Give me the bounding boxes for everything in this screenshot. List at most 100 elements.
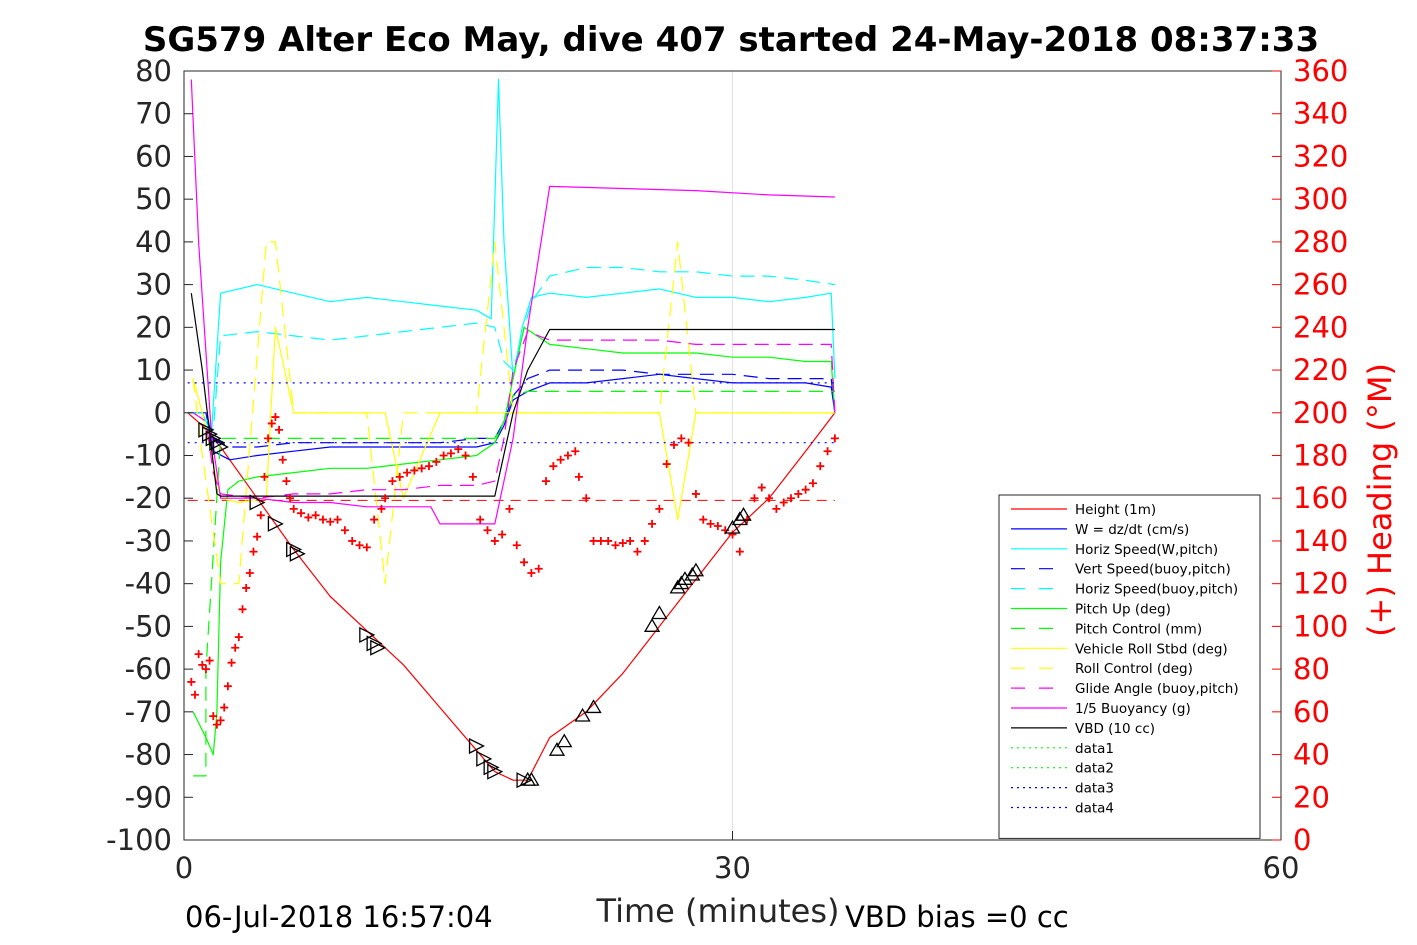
track-marker [556,733,573,748]
right-axis: 3603403203002802602402202001801601401201… [1272,54,1348,857]
heading-point [318,515,327,524]
heading-point [212,720,221,729]
track-marker [585,699,602,714]
track-marker [651,605,668,620]
heading-point [699,515,708,524]
heading-point [454,445,463,454]
left-tick-label: -90 [125,780,172,814]
left-tick-label: -70 [125,695,172,729]
heading-point [275,425,284,434]
heading-point [772,504,781,513]
track-marker [548,742,566,756]
heading-point [253,532,262,541]
track-marker [468,737,485,755]
heading-point [574,472,583,481]
track-marker [676,571,694,585]
track-marker [731,511,748,526]
heading-point [549,462,558,471]
heading-point [271,413,280,422]
legend-label: Horiz Speed(W,pitch) [1075,542,1218,558]
legend-label: Vert Speed(buoy,pitch) [1075,562,1231,578]
right-tick-label: 40 [1293,738,1330,772]
right-tick-label: 80 [1293,652,1330,686]
heading-point [377,504,386,513]
heading-point [618,539,627,548]
heading-point [542,477,551,486]
left-tick-label: -40 [125,567,172,601]
track-marker [212,438,230,456]
right-tick-label: 260 [1293,268,1348,302]
track-marker [724,519,741,534]
legend-label: W = dz/dt (cm/s) [1075,522,1189,538]
series-line-3 [187,78,836,435]
series-line-2 [187,373,836,461]
track-marker [669,579,686,594]
right-tick-label: 180 [1293,439,1348,473]
heading-point [362,543,371,552]
heading-point [823,447,832,456]
series-line-7 [193,390,835,777]
legend-label: data2 [1075,761,1114,777]
heading-point [520,558,529,567]
track-marker [286,541,303,558]
left-tick-label: 30 [135,268,172,302]
heading-point [245,568,254,577]
legend-label: Height (1m) [1075,502,1156,518]
right-tick-label: 160 [1293,481,1348,515]
heading-point [286,494,295,503]
heading-point [355,541,364,550]
heading-point [684,438,693,447]
heading-point [432,457,441,466]
heading-point [830,434,839,443]
right-tick-label: 220 [1293,353,1348,387]
left-tick-label: -20 [125,481,172,515]
track-marker [687,562,705,577]
heading-point [424,462,433,471]
right-tick-label: 60 [1293,695,1330,729]
right-tick-label: 100 [1293,609,1348,643]
right-tick-label: 140 [1293,524,1348,558]
heading-point [728,530,737,539]
right-tick-label: 200 [1293,396,1348,430]
heading-point [713,521,722,530]
heading-point [757,483,766,492]
heading-point [582,494,591,503]
left-axis: 80 70 60 50 40 30 20 10 0 -10 -20 -30 -40 -50 -60 -70 -8… [106,54,193,857]
series-line-1 [187,412,836,781]
right-tick-label: 360 [1293,54,1348,88]
track-marker [523,771,540,786]
heading-point [297,509,306,518]
heading-point [476,515,485,524]
legend-label: data3 [1075,781,1114,797]
heading-point [267,419,276,428]
x-tick-label: 30 [714,851,751,885]
track-marker [673,575,690,590]
heading-point [512,541,521,550]
track-marker [370,639,387,656]
heading-point [468,472,477,481]
series-line-11 [190,79,835,525]
heading-point [604,536,613,545]
heading-point [190,690,199,699]
heading-point [410,466,419,475]
series-line-6 [192,326,836,756]
heading-point [333,515,342,524]
x-axis-label: Time (minutes) [596,892,840,930]
left-tick-label: 0 [154,396,172,430]
left-tick-label: 50 [135,182,172,216]
chart-title: SG579 Alter Eco May, dive 407 started 24… [143,20,1319,60]
track-marker [209,434,226,451]
left-tick-label: 40 [135,225,172,259]
heading-point [527,568,536,577]
heading-point [446,449,455,458]
plot-area [183,70,1282,841]
left-tick-label: 80 [135,54,172,88]
track-marker [516,772,533,789]
heading-point [655,504,664,513]
track-marker [249,494,266,511]
heading-point [571,447,580,456]
heading-point [765,494,774,503]
track-marker [289,545,306,562]
heading-point [706,519,715,528]
